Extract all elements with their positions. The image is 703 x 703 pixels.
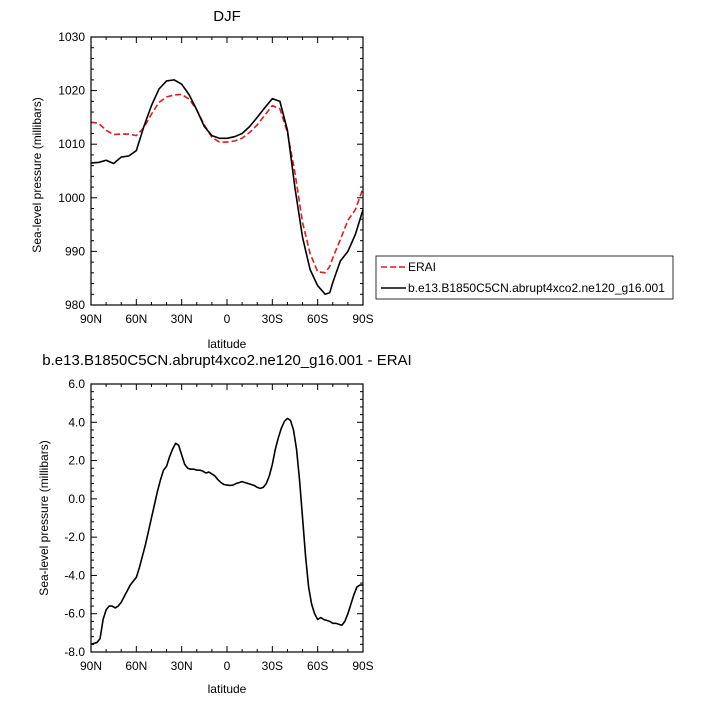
bottom-xtick-label: 30N [171, 659, 193, 673]
bottom-xtick-label: 90S [352, 659, 373, 673]
top-xtick-label: 60N [125, 312, 147, 326]
bottom-ytick-label: 2.0 [68, 454, 85, 468]
bottom-ytick-label: -6.0 [64, 607, 85, 621]
top-ytick-label: 1030 [58, 30, 85, 44]
top-chart-ylabel: Sea-level pressure (millibars) [30, 97, 44, 252]
top-xtick-label: 90S [352, 312, 373, 326]
bottom-xtick-label: 90N [80, 659, 102, 673]
top-xtick-label: 30N [171, 312, 193, 326]
bottom-chart-xlabel: latitude [208, 682, 247, 696]
top-xtick-label: 0 [224, 312, 231, 326]
bottom-ytick-label: 4.0 [68, 415, 85, 429]
top-chart-title: DJF [213, 8, 241, 25]
bottom-chart-title: b.e13.B1850C5CN.abrupt4xco2.ne120_g16.00… [42, 352, 411, 369]
legend-box [375, 255, 674, 300]
bottom-series-line [90, 417, 363, 646]
top-series-line [90, 93, 364, 274]
bottom-ytick-label: 6.0 [68, 377, 85, 391]
bottom-chart: b.e13.B1850C5CN.abrupt4xco2.ne120_g16.00… [37, 352, 412, 696]
legend-label-model: b.e13.B1850C5CN.abrupt4xco2.ne120_g16.00… [408, 281, 665, 295]
bottom-chart-frame [90, 383, 364, 653]
bottom-xtick-label: 60N [125, 659, 147, 673]
bottom-ytick-label: 0.0 [68, 492, 85, 506]
top-chart: DJF Sea-level pressure (millibars) latit… [30, 8, 374, 351]
bottom-ytick-label: -4.0 [64, 568, 85, 582]
top-series-line [90, 79, 364, 296]
top-xtick-label: 60S [307, 312, 328, 326]
top-xtick-label: 90N [80, 312, 102, 326]
bottom-ytick-label: -2.0 [64, 530, 85, 544]
bottom-xtick-label: 60S [307, 659, 328, 673]
top-ytick-label: 1000 [58, 191, 85, 205]
top-ytick-label: 1010 [58, 137, 85, 151]
bottom-chart-ylabel: Sea-level pressure (millibars) [37, 440, 51, 595]
legend: ERAI b.e13.B1850C5CN.abrupt4xco2.ne120_g… [375, 255, 674, 300]
top-chart-frame [90, 36, 364, 306]
top-ytick-label: 980 [65, 298, 85, 312]
bottom-ytick-label: -8.0 [64, 645, 85, 659]
top-xtick-label: 30S [262, 312, 283, 326]
bottom-xtick-label: 30S [262, 659, 283, 673]
top-ytick-label: 1020 [58, 84, 85, 98]
top-ytick-label: 990 [65, 244, 85, 258]
bottom-xtick-label: 0 [224, 659, 231, 673]
top-chart-xlabel: latitude [208, 337, 247, 351]
legend-label-erai: ERAI [408, 260, 436, 274]
